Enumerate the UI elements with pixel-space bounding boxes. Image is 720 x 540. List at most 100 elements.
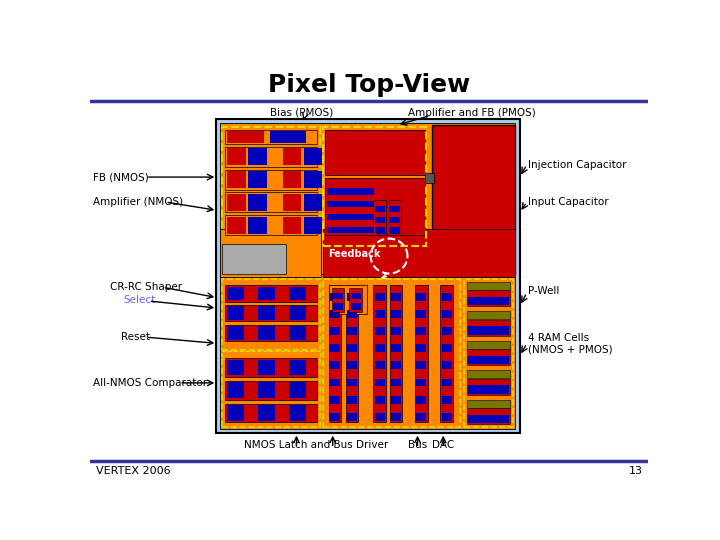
FancyBboxPatch shape [332, 288, 344, 312]
FancyBboxPatch shape [222, 352, 320, 359]
FancyBboxPatch shape [374, 285, 386, 422]
FancyBboxPatch shape [416, 361, 426, 369]
FancyBboxPatch shape [416, 310, 426, 318]
FancyBboxPatch shape [416, 293, 426, 301]
FancyBboxPatch shape [441, 327, 451, 335]
FancyBboxPatch shape [467, 379, 510, 395]
FancyBboxPatch shape [304, 148, 322, 165]
FancyBboxPatch shape [222, 245, 287, 274]
FancyBboxPatch shape [220, 274, 516, 429]
FancyBboxPatch shape [248, 194, 267, 211]
FancyBboxPatch shape [258, 360, 275, 375]
FancyBboxPatch shape [374, 310, 384, 318]
FancyBboxPatch shape [374, 345, 384, 352]
FancyBboxPatch shape [222, 279, 320, 349]
FancyBboxPatch shape [392, 293, 401, 301]
Text: 4 RAM Cells
(NMOS + PMOS): 4 RAM Cells (NMOS + PMOS) [528, 333, 613, 354]
FancyBboxPatch shape [325, 130, 425, 175]
FancyBboxPatch shape [225, 285, 317, 302]
FancyBboxPatch shape [225, 170, 317, 190]
FancyBboxPatch shape [374, 413, 384, 421]
FancyBboxPatch shape [225, 147, 317, 167]
FancyBboxPatch shape [289, 360, 306, 375]
FancyBboxPatch shape [228, 287, 244, 300]
Text: Input Capacitor: Input Capacitor [528, 197, 608, 207]
FancyBboxPatch shape [441, 293, 451, 301]
FancyBboxPatch shape [390, 227, 400, 234]
FancyBboxPatch shape [349, 288, 361, 312]
FancyBboxPatch shape [289, 382, 306, 398]
FancyBboxPatch shape [347, 379, 356, 386]
FancyBboxPatch shape [248, 171, 267, 188]
FancyBboxPatch shape [269, 131, 307, 143]
FancyBboxPatch shape [304, 217, 322, 234]
FancyBboxPatch shape [464, 279, 513, 427]
FancyBboxPatch shape [392, 396, 401, 403]
Text: Bias (PMOS): Bias (PMOS) [271, 107, 333, 118]
FancyBboxPatch shape [374, 327, 384, 335]
FancyBboxPatch shape [441, 361, 451, 369]
FancyBboxPatch shape [351, 293, 361, 299]
FancyBboxPatch shape [282, 148, 301, 165]
Text: Feedback: Feedback [328, 249, 380, 259]
FancyBboxPatch shape [330, 345, 340, 352]
FancyBboxPatch shape [415, 285, 428, 422]
Text: NMOS Latch and Bus Driver: NMOS Latch and Bus Driver [244, 440, 388, 450]
FancyBboxPatch shape [220, 229, 321, 277]
FancyBboxPatch shape [225, 192, 317, 212]
FancyBboxPatch shape [225, 130, 317, 144]
FancyBboxPatch shape [225, 404, 317, 422]
FancyBboxPatch shape [467, 408, 510, 424]
FancyBboxPatch shape [392, 310, 401, 318]
FancyBboxPatch shape [333, 303, 343, 310]
FancyBboxPatch shape [432, 125, 515, 275]
Text: Amplifier and FB (PMOS): Amplifier and FB (PMOS) [408, 107, 536, 118]
FancyBboxPatch shape [228, 326, 244, 340]
FancyBboxPatch shape [392, 345, 401, 352]
FancyBboxPatch shape [468, 326, 508, 335]
FancyBboxPatch shape [467, 320, 510, 336]
Text: FB (NMOS): FB (NMOS) [93, 172, 148, 182]
Text: DAC: DAC [432, 440, 454, 450]
FancyBboxPatch shape [390, 217, 400, 223]
FancyBboxPatch shape [282, 171, 301, 188]
FancyBboxPatch shape [347, 413, 356, 421]
FancyBboxPatch shape [330, 396, 340, 403]
FancyBboxPatch shape [390, 206, 400, 212]
FancyBboxPatch shape [228, 171, 246, 188]
FancyBboxPatch shape [228, 194, 246, 211]
FancyBboxPatch shape [392, 413, 401, 421]
Text: Injection Capacitor: Injection Capacitor [528, 160, 626, 170]
FancyBboxPatch shape [416, 396, 426, 403]
FancyBboxPatch shape [248, 217, 267, 234]
FancyBboxPatch shape [289, 287, 306, 300]
FancyBboxPatch shape [304, 194, 322, 211]
Text: Reset: Reset [121, 332, 150, 342]
FancyBboxPatch shape [258, 306, 275, 320]
FancyBboxPatch shape [467, 400, 510, 408]
FancyBboxPatch shape [282, 217, 301, 234]
Text: Pixel Top-View: Pixel Top-View [268, 73, 470, 97]
FancyBboxPatch shape [374, 217, 384, 223]
FancyBboxPatch shape [441, 285, 453, 422]
FancyBboxPatch shape [289, 406, 306, 421]
FancyBboxPatch shape [468, 386, 508, 394]
FancyBboxPatch shape [258, 287, 275, 300]
FancyBboxPatch shape [374, 361, 384, 369]
FancyBboxPatch shape [351, 303, 361, 310]
FancyBboxPatch shape [258, 326, 275, 340]
FancyBboxPatch shape [228, 131, 264, 143]
FancyBboxPatch shape [441, 310, 451, 318]
FancyBboxPatch shape [392, 327, 401, 335]
FancyBboxPatch shape [258, 406, 275, 421]
FancyBboxPatch shape [325, 178, 425, 235]
Text: P-Well: P-Well [528, 286, 559, 296]
FancyBboxPatch shape [468, 297, 508, 305]
FancyBboxPatch shape [374, 379, 384, 386]
FancyBboxPatch shape [390, 285, 402, 422]
FancyBboxPatch shape [347, 361, 356, 369]
Text: Bus: Bus [408, 440, 427, 450]
FancyBboxPatch shape [392, 361, 401, 369]
Text: VERTEX 2006: VERTEX 2006 [96, 465, 170, 476]
FancyBboxPatch shape [392, 379, 401, 386]
